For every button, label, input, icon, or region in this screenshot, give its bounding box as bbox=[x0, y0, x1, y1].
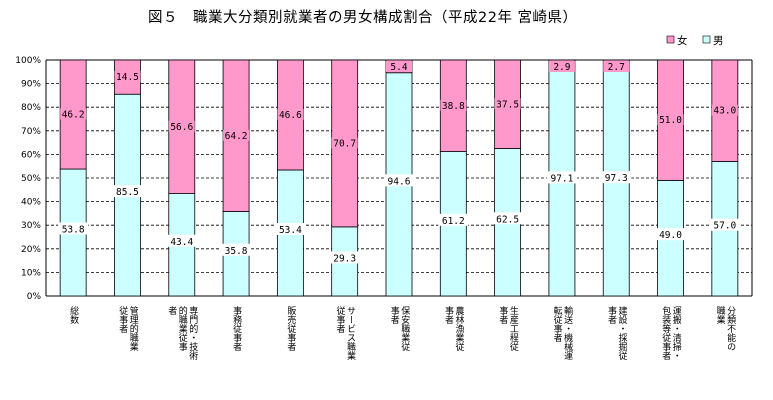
x-category-label: 生産工程従 bbox=[508, 305, 519, 352]
data-label-female: 5.4 bbox=[390, 62, 407, 73]
x-category-label: 運搬・清掃・ bbox=[671, 306, 682, 360]
data-label-bg bbox=[168, 120, 195, 132]
legend-swatch bbox=[702, 35, 711, 44]
data-label-bg bbox=[657, 114, 684, 126]
data-label-bg bbox=[711, 104, 738, 116]
data-label-bg bbox=[331, 137, 358, 149]
data-label-bg bbox=[440, 99, 467, 111]
data-label-female: 64.2 bbox=[225, 131, 248, 142]
data-label-female: 2.7 bbox=[608, 62, 625, 73]
x-category-label: 輸送・機械運 bbox=[562, 305, 573, 360]
data-label-male: 35.8 bbox=[225, 246, 248, 257]
chart-title: 図５ 職業大分類別就業者の男女構成割合（平成22年 宮崎県） bbox=[148, 10, 578, 26]
data-label-female: 14.5 bbox=[116, 72, 139, 83]
y-tick-label: 80% bbox=[21, 103, 41, 113]
data-label-male: 57.0 bbox=[713, 221, 736, 232]
y-tick-label: 100% bbox=[15, 56, 41, 66]
data-label-bg bbox=[655, 228, 686, 241]
x-category-label: 事者 bbox=[497, 305, 508, 324]
data-label-bg bbox=[221, 243, 252, 256]
data-label-male: 97.1 bbox=[550, 173, 573, 184]
x-category-label: 専門的・技術 bbox=[187, 305, 198, 361]
data-label-bg bbox=[601, 171, 632, 184]
data-label-bg bbox=[60, 108, 87, 120]
data-label-bg bbox=[58, 222, 89, 235]
y-tick-label: 60% bbox=[21, 150, 41, 160]
x-category-label: 職業 bbox=[715, 306, 726, 325]
data-label-bg bbox=[223, 129, 250, 141]
data-label-bg bbox=[494, 98, 521, 110]
x-category-label: サービス職業 bbox=[345, 306, 356, 361]
data-label-bg bbox=[386, 61, 412, 72]
y-tick-label: 70% bbox=[21, 127, 41, 137]
data-label-male: 97.3 bbox=[605, 173, 628, 184]
data-label-female: 46.2 bbox=[62, 110, 85, 121]
data-label-bg bbox=[492, 212, 523, 225]
data-label-bg bbox=[709, 218, 740, 231]
data-label-bg bbox=[384, 174, 414, 187]
x-category-label: 従事者 bbox=[117, 305, 128, 333]
data-label-male: 61.2 bbox=[442, 216, 465, 227]
data-label-female: 51.0 bbox=[659, 115, 682, 126]
x-category-label: 従事者 bbox=[334, 305, 345, 333]
legend-label: 男 bbox=[713, 35, 724, 47]
legend-label: 女 bbox=[677, 34, 688, 47]
data-label-bg bbox=[114, 71, 141, 83]
data-label-bg bbox=[438, 213, 469, 226]
data-label-female: 2.9 bbox=[553, 62, 570, 73]
x-category-label: 者 bbox=[166, 306, 177, 315]
y-tick-label: 50% bbox=[21, 174, 41, 184]
x-category-label: 事務従事者 bbox=[231, 305, 242, 351]
data-label-male: 53.4 bbox=[279, 225, 302, 236]
data-label-bg bbox=[275, 222, 306, 235]
legend-swatch bbox=[666, 35, 675, 44]
data-label-female: 46.6 bbox=[279, 110, 302, 121]
data-label-bg bbox=[546, 171, 577, 184]
data-label-female: 70.7 bbox=[333, 138, 356, 149]
x-category-label: 農林漁業従 bbox=[454, 305, 465, 352]
data-label-male: 29.3 bbox=[333, 253, 356, 264]
data-label-female: 38.8 bbox=[442, 101, 465, 112]
x-category-label: 事者 bbox=[389, 305, 400, 324]
x-category-label: 建設・採掘従 bbox=[616, 305, 627, 361]
data-label-male: 62.5 bbox=[496, 214, 519, 225]
x-category-label: 保安職業従 bbox=[399, 305, 410, 352]
data-label-male: 49.0 bbox=[659, 230, 682, 241]
y-tick-label: 30% bbox=[21, 221, 41, 231]
data-label-bg bbox=[329, 251, 360, 264]
data-label-male: 43.4 bbox=[170, 237, 193, 248]
y-tick-label: 0% bbox=[27, 292, 42, 302]
data-label-male: 94.6 bbox=[388, 176, 411, 187]
x-category-label: 総数 bbox=[68, 305, 79, 325]
x-category-label: 事者 bbox=[606, 305, 617, 324]
x-category-label: 販売従事者 bbox=[285, 305, 296, 351]
x-category-label: 包装等従事者 bbox=[660, 305, 671, 360]
data-label-female: 56.6 bbox=[170, 122, 193, 133]
data-label-bg bbox=[603, 61, 630, 72]
x-category-label: 転従事者 bbox=[552, 306, 563, 342]
data-label-female: 43.0 bbox=[713, 106, 736, 117]
y-tick-label: 20% bbox=[21, 245, 41, 255]
y-tick-label: 10% bbox=[21, 268, 41, 278]
data-label-bg bbox=[277, 108, 304, 120]
data-label-male: 53.8 bbox=[62, 225, 85, 236]
x-category-label: 的職業従事 bbox=[177, 305, 188, 351]
x-category-label: 管理的職業 bbox=[128, 305, 139, 352]
data-label-female: 37.5 bbox=[496, 99, 519, 110]
x-category-label: 分類不能の bbox=[725, 306, 736, 351]
data-label-bg bbox=[112, 185, 143, 198]
data-label-bg bbox=[548, 61, 575, 72]
data-label-bg bbox=[166, 234, 197, 247]
x-category-label: 事者 bbox=[443, 305, 454, 324]
y-tick-label: 40% bbox=[21, 198, 41, 208]
data-label-male: 85.5 bbox=[116, 187, 139, 198]
y-tick-label: 90% bbox=[21, 80, 41, 90]
